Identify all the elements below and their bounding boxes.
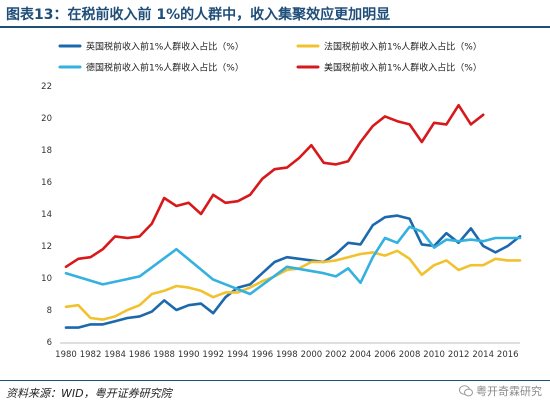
x-tick-label: 1988	[153, 350, 175, 360]
y-tick-label: 8	[47, 306, 52, 316]
x-tick-label: 2014	[472, 350, 494, 360]
legend-label: 英国税前收入前1%人群收入占比（%）	[86, 41, 244, 53]
x-tick-label: 1984	[104, 350, 126, 360]
line-chart: 英国税前收入前1%人群收入占比（%） 法国税前收入前1%人群收入占比（%） 德国税前…	[41, 41, 522, 360]
y-tick-label: 10	[41, 274, 52, 284]
y-tick-label: 22	[41, 82, 52, 92]
watermark-text: 粤开奇霖研究	[476, 385, 542, 398]
legend-item-germany: 德国税前收入前1%人群收入占比（%）	[58, 62, 244, 74]
legend-label: 德国税前收入前1%人群收入占比（%）	[86, 62, 244, 74]
legend-label: 美国税前收入前1%人群收入占比（%）	[324, 62, 482, 74]
title-divider	[0, 26, 550, 28]
y-axis: 6 8 10 12 14 16 18 20 22	[41, 82, 52, 348]
x-tick-label: 1980	[55, 350, 77, 360]
wechat-icon	[459, 385, 473, 397]
y-tick-label: 12	[41, 242, 52, 252]
figure-title: 图表13：在税前收入前 1%的人群中，收入集聚效应更加明显	[6, 7, 391, 23]
x-axis: 1980 1982 1984 1986 1988 1990 1992 1994 1996 1998…	[55, 342, 520, 360]
legend-item-uk: 英国税前收入前1%人群收入占比（%）	[58, 41, 244, 53]
x-tick-label: 2012	[448, 350, 470, 360]
watermark: 粤开奇霖研究	[459, 383, 542, 399]
x-tick-label: 1994	[227, 350, 249, 360]
x-tick-label: 1998	[276, 350, 298, 360]
legend-item-usa: 美国税前收入前1%人群收入占比（%）	[296, 62, 482, 74]
x-tick-label: 1982	[80, 350, 102, 360]
x-tick-label: 2000	[301, 350, 323, 360]
x-tick-label: 1986	[129, 350, 151, 360]
y-tick-label: 16	[41, 178, 52, 188]
x-tick-label: 1996	[252, 350, 274, 360]
legend-label: 法国税前收入前1%人群收入占比（%）	[324, 41, 482, 53]
footer-divider	[0, 380, 550, 381]
x-tick-label: 1990	[178, 350, 200, 360]
y-tick-label: 14	[41, 210, 52, 220]
x-tick-label: 2002	[325, 350, 347, 360]
uk-series-line	[64, 214, 522, 329]
france-series-line	[64, 249, 522, 321]
x-tick-label: 2010	[423, 350, 445, 360]
x-tick-label: 2016	[497, 350, 519, 360]
y-tick-label: 18	[41, 146, 52, 156]
x-tick-label: 2004	[350, 350, 372, 360]
usa-series-line	[64, 103, 485, 269]
y-tick-label: 6	[47, 338, 52, 348]
chart-legend: 英国税前收入前1%人群收入占比（%） 法国税前收入前1%人群收入占比（%） 德国税前…	[58, 41, 482, 74]
x-tick-label: 1992	[202, 350, 224, 360]
x-tick-label: 2006	[374, 350, 396, 360]
plot-area	[64, 103, 522, 329]
x-tick-label: 2008	[399, 350, 421, 360]
legend-item-france: 法国税前收入前1%人群收入占比（%）	[296, 41, 482, 53]
source-note: 资料来源：WID，粤开证券研究院	[6, 387, 172, 400]
germany-series-line	[64, 225, 522, 296]
y-tick-label: 20	[41, 114, 52, 124]
